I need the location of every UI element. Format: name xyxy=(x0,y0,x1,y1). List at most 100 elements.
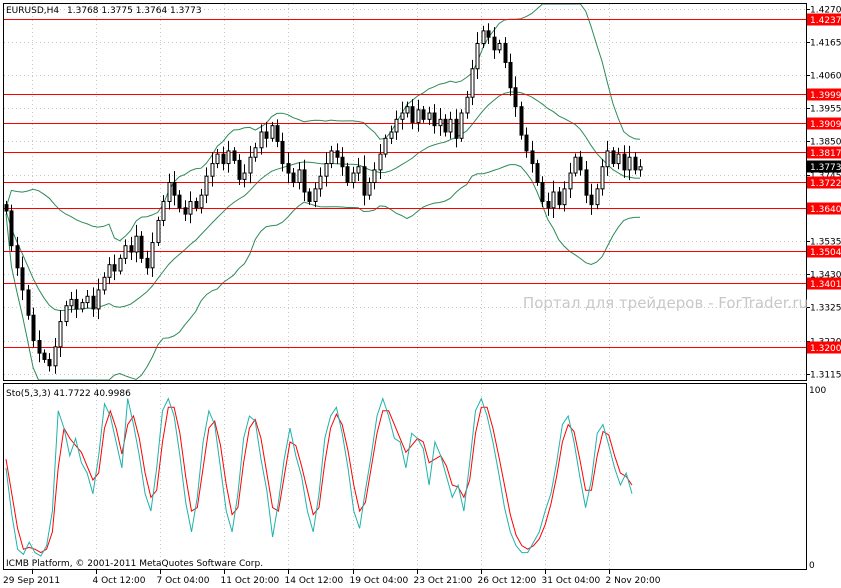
candle-body xyxy=(270,125,275,139)
level-badge-label: 1.3401 xyxy=(810,280,841,290)
candle-body xyxy=(47,358,52,367)
candle-body xyxy=(31,314,36,342)
candle-body xyxy=(167,182,172,202)
level-badge xyxy=(807,117,841,130)
candle-body xyxy=(589,194,594,206)
time-tick-label: 23 Oct 21:00 xyxy=(414,576,473,586)
candle-body xyxy=(578,156,583,171)
candle-body xyxy=(42,352,47,360)
time-tick-label: 14 Oct 12:00 xyxy=(285,576,344,586)
stochastic-lines xyxy=(5,397,633,557)
level-badge xyxy=(807,146,841,159)
candle-body xyxy=(546,200,551,209)
candle-body xyxy=(421,109,426,120)
candle-body xyxy=(524,134,529,152)
candle-body xyxy=(275,125,280,142)
candle-body xyxy=(367,182,372,196)
candle-body xyxy=(313,188,318,202)
candle-body xyxy=(503,42,508,63)
candle-body xyxy=(535,163,540,184)
price-tick-label: 1.4165 xyxy=(810,39,841,49)
candle-body xyxy=(242,172,247,180)
price-axis: 1.42701.41651.40601.39551.38501.37451.36… xyxy=(806,6,841,381)
price-tick-label: 1.3115 xyxy=(810,371,841,381)
level-badge xyxy=(807,13,841,26)
time-tick-label: 26 Oct 12:00 xyxy=(478,576,537,586)
time-tick-label: 29 Sep 2011 xyxy=(3,576,60,586)
candle-body xyxy=(53,346,58,367)
candle-body xyxy=(64,305,69,323)
bollinger-middle-line xyxy=(5,91,641,312)
candle-body xyxy=(562,188,567,206)
level-badge-label: 1.3722 xyxy=(810,179,841,189)
candle-body xyxy=(416,109,421,123)
bollinger-lower-line xyxy=(5,164,641,381)
candle-body xyxy=(123,245,128,259)
candle-body xyxy=(378,153,383,171)
candle-body xyxy=(600,166,605,190)
candle-body xyxy=(194,200,199,209)
candle-body xyxy=(448,118,453,133)
price-panel-frame xyxy=(3,3,807,381)
candle-body xyxy=(616,153,621,165)
candle-body xyxy=(633,156,638,171)
candle-body xyxy=(329,150,334,165)
candle-body xyxy=(145,257,150,269)
level-badge xyxy=(807,88,841,101)
candle-body xyxy=(188,200,193,215)
candle-body xyxy=(91,295,96,310)
candle-body xyxy=(540,182,545,202)
candle-body xyxy=(129,245,134,253)
candle-body xyxy=(459,112,464,139)
candle-body xyxy=(215,153,220,165)
candle-body xyxy=(20,267,25,291)
candle-body xyxy=(372,169,377,184)
candle-body xyxy=(15,245,20,269)
candle-body xyxy=(605,150,610,168)
level-badge xyxy=(807,202,841,215)
candle-body xyxy=(432,112,437,127)
candle-body xyxy=(438,118,443,127)
candle-body xyxy=(383,137,388,155)
candle-body xyxy=(324,163,329,177)
candle-body xyxy=(139,235,144,259)
indicator-scale-min: 0 xyxy=(809,561,815,571)
candle-body xyxy=(410,106,415,123)
candle-body xyxy=(508,61,513,89)
candle-body xyxy=(297,169,302,184)
candle-body xyxy=(232,150,237,161)
candle-body xyxy=(454,118,459,139)
candle-body xyxy=(557,191,562,206)
candle-body xyxy=(96,289,101,310)
candle-body xyxy=(199,194,204,209)
candle-body xyxy=(26,289,31,316)
candle-body xyxy=(118,257,123,272)
time-axis: 29 Sep 2011 4 Oct 12:00 7 Oct 04:00 11 Oct … xyxy=(3,570,661,586)
indicator-panel-frame xyxy=(3,383,807,570)
stochastic-signal-line xyxy=(5,406,633,554)
time-tick-label: 4 Oct 12:00 xyxy=(93,576,146,586)
candle-body xyxy=(345,166,350,184)
indicator-scale-max: 100 xyxy=(809,386,826,396)
candle-body xyxy=(204,175,209,196)
level-badge-label: 1.4237 xyxy=(810,16,841,26)
level-badge-label: 1.3817 xyxy=(810,149,841,159)
candle-body xyxy=(486,30,491,38)
candle-body xyxy=(259,131,264,149)
candle-body xyxy=(443,118,448,133)
price-tick-label: 1.4270 xyxy=(810,6,841,16)
level-badge xyxy=(807,277,841,290)
copyright-label: ICMB Platform, © 2001-2011 MetaQuotes So… xyxy=(6,559,263,569)
current-price-badge xyxy=(807,160,841,173)
price-tick-label: 1.3430 xyxy=(810,271,841,281)
price-tick-label: 1.3955 xyxy=(810,105,841,115)
candle-body xyxy=(280,140,285,165)
level-badge xyxy=(807,176,841,189)
symbol-label: EURUSD,H4 xyxy=(6,6,59,16)
candle-body xyxy=(584,169,589,196)
level-badge xyxy=(807,341,841,354)
ohlc-label: 1.3768 1.3775 1.3764 1.3773 xyxy=(67,6,202,16)
candle-body xyxy=(4,204,9,212)
bollinger-upper-line xyxy=(5,3,641,242)
